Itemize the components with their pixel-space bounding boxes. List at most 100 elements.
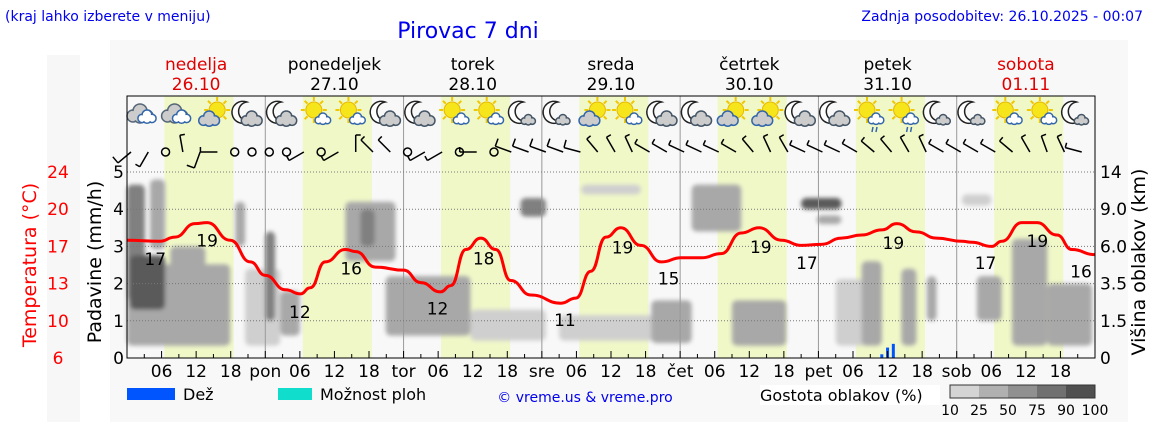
cloud-fill	[841, 116, 849, 125]
cloud-fill	[1050, 117, 1056, 123]
copyright-link[interactable]: © vreme.us & vreme.pro	[497, 390, 672, 406]
sun-ray	[891, 100, 896, 105]
barb-shaft	[789, 144, 806, 153]
barb-shaft	[880, 138, 893, 153]
cloud-fill	[940, 119, 946, 124]
moon-small-cloud-icon	[957, 100, 986, 126]
cloud-fill	[560, 119, 566, 124]
density-swatch	[979, 385, 1008, 398]
barb-shaft	[702, 144, 720, 153]
cloud-fill	[940, 115, 946, 122]
calm-circle	[247, 147, 257, 157]
cloud-area	[520, 198, 546, 217]
wind-barb	[377, 135, 391, 153]
wind-barb	[546, 138, 564, 153]
precip-axis-tick: 5	[113, 163, 124, 183]
wind-barb	[624, 133, 633, 153]
barb-shaft	[179, 135, 184, 153]
barb-shaft	[962, 142, 979, 153]
barb-feather	[135, 163, 141, 168]
cloud-fill	[627, 117, 633, 123]
density-tick: 100	[1082, 403, 1109, 419]
cloud-fill	[971, 118, 977, 124]
left-axis-panel	[47, 55, 80, 422]
cloud-fill	[723, 117, 732, 126]
sun-small-cloud-icon	[300, 97, 332, 126]
day-date: 01.11	[1002, 75, 1051, 95]
wind-barb	[247, 147, 257, 157]
barb-feather	[899, 134, 906, 138]
moon-cloud-icon	[680, 100, 713, 127]
day-abbr-tick: sob	[942, 362, 972, 382]
cloud-fill	[1082, 118, 1088, 124]
cloud-fill	[350, 117, 356, 123]
hour-tick-label: 18	[1050, 362, 1072, 382]
wind-barb	[360, 135, 374, 153]
cloud-fill	[148, 115, 156, 122]
barb-feather	[1056, 133, 1063, 138]
temp-axis-tick: 13	[47, 275, 69, 295]
cloud-fill	[205, 117, 213, 126]
barb-feather	[1041, 133, 1047, 137]
wind-barb	[1064, 142, 1082, 153]
hour-tick-label: 06	[980, 362, 1002, 382]
hour-tick-label: 12	[1015, 362, 1037, 382]
barb-shaft	[634, 142, 650, 153]
sun-ray	[476, 100, 482, 105]
barb-feather	[918, 133, 924, 138]
sun-ray	[857, 100, 862, 105]
rain-legend-label: Dež	[183, 385, 214, 404]
sun-ray	[222, 100, 228, 105]
barb-shaft	[806, 144, 823, 153]
density-swatch	[1037, 385, 1066, 398]
cloud-area	[732, 300, 787, 346]
precip-axis-tick: 4	[113, 200, 124, 220]
barb-shaft	[918, 136, 927, 153]
cloud-fill	[907, 118, 914, 124]
temperature-label: 17	[144, 250, 166, 270]
cloud-fill	[635, 117, 641, 123]
wind-barb	[928, 138, 944, 153]
cloud-fill	[564, 118, 570, 124]
barb-feather	[702, 139, 707, 146]
wind-barb	[605, 134, 616, 153]
cloud-fill	[903, 117, 909, 123]
sun-rain-icon	[888, 97, 920, 133]
barb-shaft	[741, 138, 754, 153]
hour-tick-label: 12	[185, 362, 207, 382]
menu-hint[interactable]: (kraj lahko izberete v meniju)	[5, 9, 211, 25]
hour-tick-label: 12	[877, 362, 899, 382]
barb-shaft	[529, 145, 547, 153]
cloud-fill	[525, 119, 531, 124]
wind-barb	[860, 136, 875, 153]
wind-barb	[160, 147, 171, 157]
cloud-height-axis-tick: 9.0	[1100, 200, 1127, 220]
sun-small-cloud-icon	[439, 97, 470, 126]
day-name: sobota	[997, 55, 1055, 75]
cloud-fill	[493, 118, 499, 124]
barb-shaft	[841, 142, 858, 153]
barb-feather	[285, 155, 290, 161]
wind-barb	[899, 134, 910, 153]
barb-feather	[998, 136, 1004, 142]
cloud-fill	[1042, 117, 1048, 123]
density-tick: 75	[1028, 403, 1046, 419]
cloud-fill	[1079, 119, 1084, 124]
cloud-area	[651, 300, 692, 344]
barb-feather	[606, 134, 612, 138]
cloudy-icon	[160, 103, 192, 125]
sun-ray	[587, 100, 592, 105]
calm-circle	[489, 147, 499, 157]
showers-legend-swatch	[278, 388, 312, 400]
moon-small-cloud-icon	[542, 100, 571, 126]
barb-feather	[979, 138, 984, 144]
wind-barb	[281, 147, 292, 157]
wind-barb	[1020, 134, 1031, 153]
barb-shaft	[651, 142, 668, 153]
sun-disc	[858, 101, 876, 119]
cloud-area	[280, 291, 300, 336]
cloud-fill	[462, 117, 468, 123]
wind-barb	[702, 139, 720, 153]
barb-shaft	[117, 151, 132, 164]
calm-circle	[229, 147, 240, 157]
